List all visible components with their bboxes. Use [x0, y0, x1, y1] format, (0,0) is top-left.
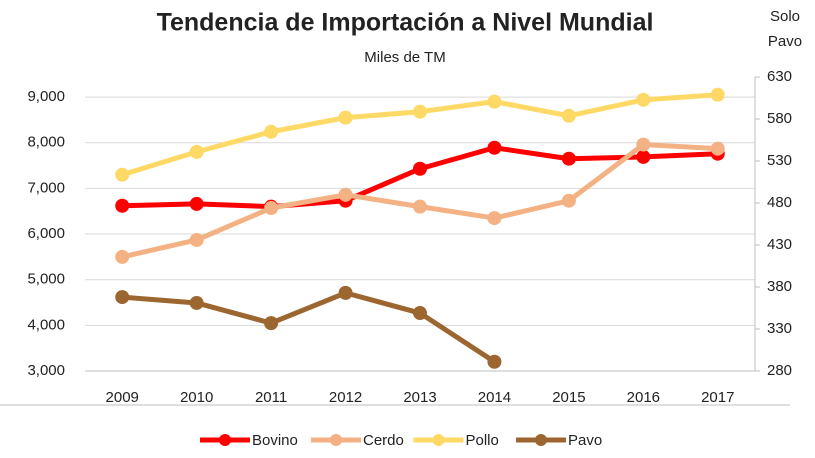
y2-axis-label: Pavo [768, 33, 802, 50]
x-tick-label: 2013 [403, 389, 436, 406]
y-tick-label: 3,000 [27, 362, 65, 379]
data-point [115, 198, 130, 213]
x-tick-label: 2009 [106, 389, 139, 406]
legend-label: Bovino [252, 432, 298, 449]
data-point [487, 211, 502, 226]
data-point [561, 108, 576, 123]
x-tick-label: 2014 [478, 389, 511, 406]
data-point [710, 87, 725, 102]
data-point [115, 167, 130, 182]
data-point [487, 354, 502, 369]
x-tick-label: 2011 [255, 389, 287, 406]
legend-marker [432, 434, 445, 446]
y2-tick-label: 380 [767, 278, 792, 295]
y2-tick-label: 480 [767, 194, 792, 211]
x-tick-label: 2016 [627, 389, 660, 406]
data-point [413, 306, 427, 321]
y-tick-label: 6,000 [27, 225, 65, 242]
y2-tick-label: 330 [767, 320, 792, 337]
data-point [413, 199, 427, 214]
y2-tick-label: 530 [767, 152, 792, 169]
x-tick-label: 2010 [180, 389, 213, 406]
data-point [413, 161, 427, 176]
data-point [189, 232, 204, 247]
data-point [189, 196, 204, 211]
data-point [710, 141, 725, 156]
y2-axis-label: Solo [770, 8, 800, 25]
data-point [338, 110, 353, 125]
x-tick-label: 2017 [701, 389, 734, 406]
legend-marker [219, 434, 231, 446]
x-tick-label: 2015 [552, 389, 585, 406]
y-tick-label: 8,000 [27, 134, 65, 151]
legend-marker [535, 434, 547, 446]
data-point [115, 290, 130, 305]
legend-label: Pavo [568, 432, 602, 449]
y2-tick-label: 630 [767, 68, 792, 85]
chart-subtitle: Miles de TM [364, 49, 445, 66]
data-point [189, 144, 204, 159]
data-point [561, 151, 576, 166]
data-point [189, 295, 204, 310]
data-point [264, 316, 279, 331]
y-tick-label: 7,000 [27, 179, 65, 196]
data-point [413, 104, 427, 119]
y2-tick-label: 580 [767, 110, 792, 127]
y-tick-label: 5,000 [27, 271, 65, 288]
data-point [487, 94, 502, 109]
legend-label: Pollo [466, 432, 499, 449]
chart-title: Tendencia de Importación a Nivel Mundial [157, 9, 654, 37]
data-point [264, 201, 279, 216]
y-tick-label: 9,000 [27, 88, 65, 105]
data-point [636, 92, 651, 107]
y2-tick-label: 280 [767, 362, 792, 379]
y2-tick-label: 430 [767, 236, 792, 253]
data-point [561, 193, 576, 208]
data-point [115, 249, 130, 264]
data-point [636, 137, 651, 152]
data-point [264, 124, 279, 139]
data-point [487, 140, 502, 155]
data-point [636, 149, 651, 164]
legend-label: Cerdo [363, 432, 404, 449]
data-point [338, 187, 353, 202]
legend-marker [330, 434, 342, 446]
data-point [338, 285, 353, 300]
series-line [122, 290, 496, 364]
x-tick-label: 2012 [329, 389, 362, 406]
y-tick-label: 4,000 [27, 316, 65, 333]
